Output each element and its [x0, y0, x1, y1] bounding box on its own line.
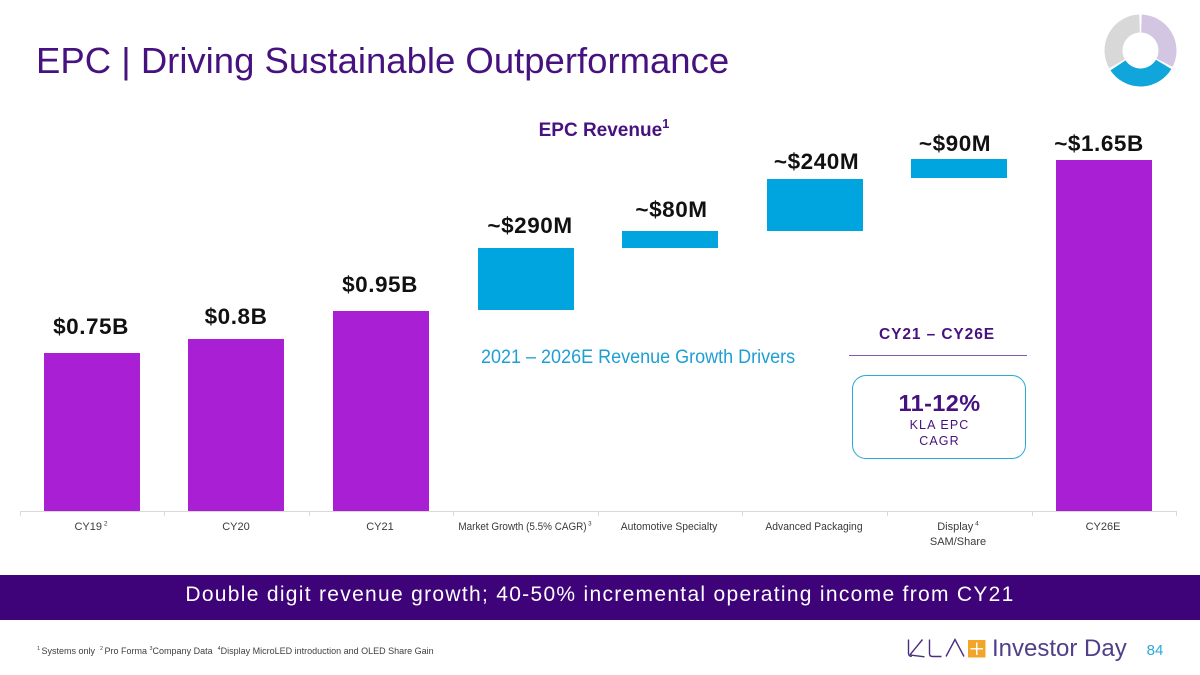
svg-text:Investor Day: Investor Day — [992, 636, 1127, 662]
